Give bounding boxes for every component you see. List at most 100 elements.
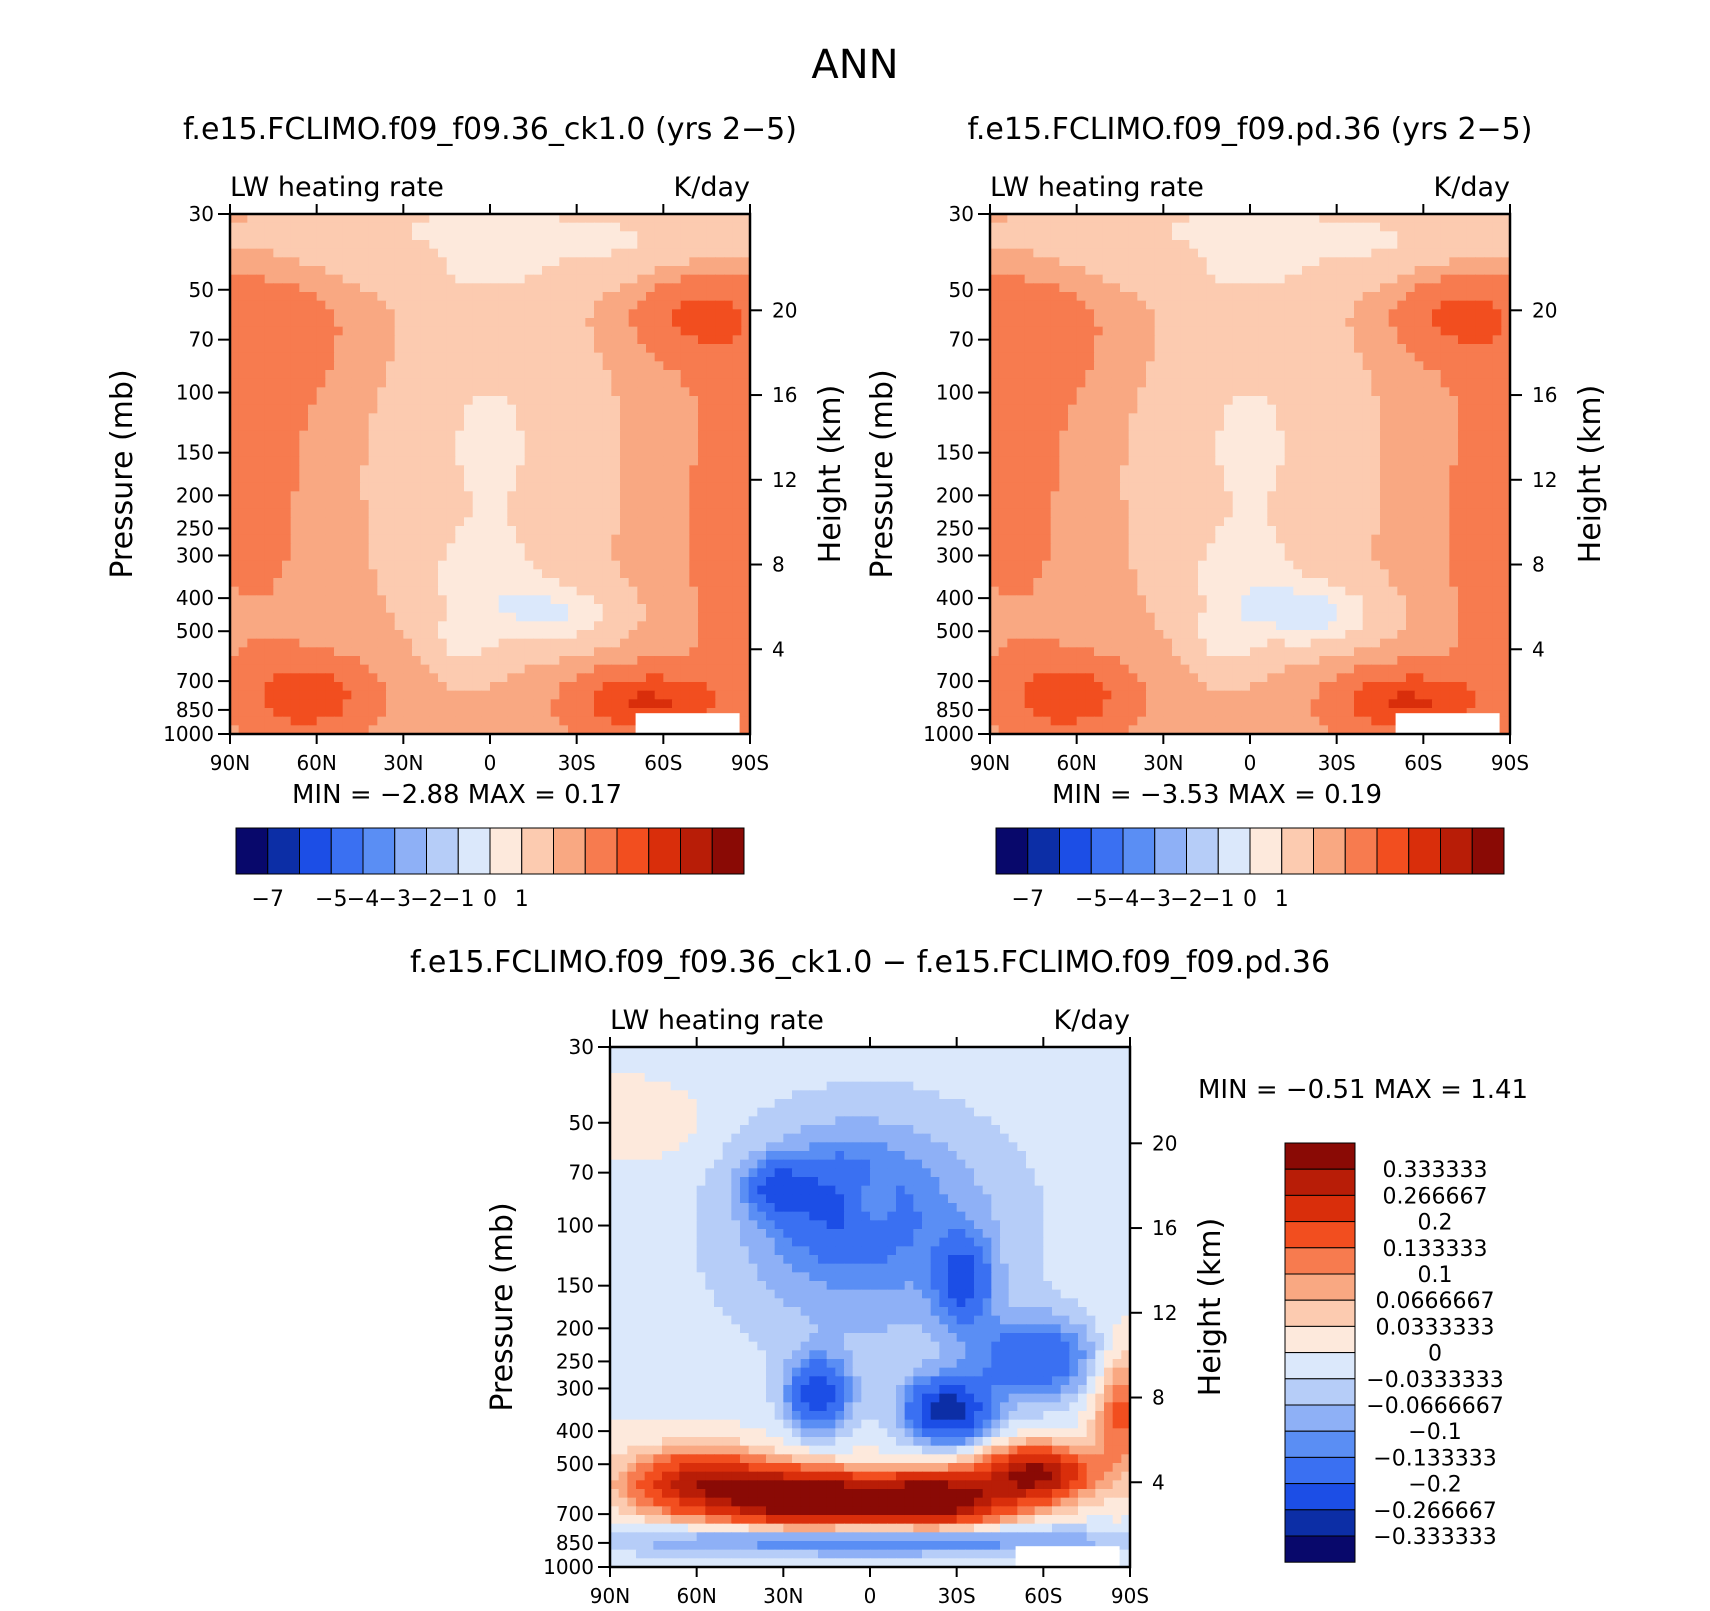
field-cell bbox=[576, 482, 586, 492]
field-cell bbox=[654, 309, 664, 319]
field-cell bbox=[481, 222, 491, 232]
field-cell bbox=[490, 326, 500, 336]
field-cell bbox=[1146, 300, 1156, 310]
field-cell bbox=[403, 344, 413, 354]
field-cell bbox=[516, 595, 526, 605]
field-cell bbox=[247, 638, 257, 648]
field-cell bbox=[282, 621, 292, 631]
field-cell bbox=[247, 595, 257, 605]
field-cell bbox=[628, 318, 638, 328]
field-cell bbox=[308, 439, 318, 449]
field-cell bbox=[1362, 387, 1372, 397]
field-cell bbox=[680, 430, 690, 440]
field-cell bbox=[455, 604, 465, 614]
field-cell bbox=[377, 534, 387, 544]
field-cell bbox=[533, 664, 543, 674]
field-cell bbox=[247, 231, 257, 241]
field-cell bbox=[420, 552, 430, 562]
field-cell bbox=[724, 326, 734, 336]
field-cell bbox=[351, 214, 361, 224]
field-cell bbox=[1501, 318, 1511, 328]
field-cell bbox=[325, 370, 335, 380]
field-cell bbox=[429, 266, 439, 276]
field-cell bbox=[386, 396, 396, 406]
field-cell bbox=[299, 309, 309, 319]
field-cell bbox=[1137, 231, 1147, 241]
field-cell bbox=[1423, 214, 1433, 224]
field-cell bbox=[368, 413, 378, 423]
field-cell bbox=[524, 491, 534, 501]
field-cell bbox=[394, 517, 404, 527]
field-cell bbox=[472, 474, 482, 484]
field-cell bbox=[273, 326, 283, 336]
field-cell bbox=[325, 422, 335, 432]
field-cell bbox=[1354, 352, 1364, 362]
field-cell bbox=[386, 231, 396, 241]
field-cell bbox=[377, 292, 387, 302]
field-cell bbox=[663, 534, 673, 544]
field-cell bbox=[334, 716, 344, 726]
field-cell bbox=[594, 552, 604, 562]
field-cell bbox=[308, 630, 318, 640]
field-cell bbox=[1414, 326, 1424, 336]
field-cell bbox=[1189, 318, 1199, 328]
field-cell bbox=[1085, 387, 1095, 397]
field-cell bbox=[256, 552, 266, 562]
field-cell bbox=[1484, 274, 1494, 284]
field-cell bbox=[1215, 352, 1225, 362]
field-cell bbox=[1388, 300, 1398, 310]
field-cell bbox=[1024, 257, 1034, 267]
field-cell bbox=[637, 482, 647, 492]
field-cell bbox=[351, 361, 361, 371]
field-cell bbox=[490, 266, 500, 276]
field-cell bbox=[1475, 352, 1485, 362]
field-cell bbox=[550, 656, 560, 666]
field-cell bbox=[446, 508, 456, 518]
field-cell bbox=[1458, 283, 1468, 293]
field-cell bbox=[1354, 222, 1364, 232]
field-cell bbox=[368, 248, 378, 258]
field-cell bbox=[568, 586, 578, 596]
field-cell bbox=[1050, 335, 1060, 345]
field-cell bbox=[342, 248, 352, 258]
field-cell bbox=[464, 283, 474, 293]
field-cell bbox=[273, 673, 283, 683]
field-cell bbox=[273, 708, 283, 718]
field-cell bbox=[403, 318, 413, 328]
field-cell bbox=[438, 621, 448, 631]
field-cell bbox=[386, 716, 396, 726]
field-cell bbox=[498, 569, 508, 579]
field-cell bbox=[1449, 257, 1459, 267]
field-cell bbox=[1154, 370, 1164, 380]
field-cell bbox=[230, 352, 240, 362]
field-cell bbox=[360, 300, 370, 310]
field-cell bbox=[1076, 335, 1086, 345]
field-cell bbox=[533, 708, 543, 718]
field-cell bbox=[646, 326, 656, 336]
field-cell bbox=[360, 552, 370, 562]
field-cell bbox=[1440, 344, 1450, 354]
field-cell bbox=[1016, 387, 1026, 397]
field-cell bbox=[568, 266, 578, 276]
field-cell bbox=[230, 673, 240, 683]
field-cell bbox=[308, 526, 318, 536]
field-cell bbox=[594, 335, 604, 345]
field-cell bbox=[637, 439, 647, 449]
field-cell bbox=[715, 318, 725, 328]
field-cell bbox=[1076, 231, 1086, 241]
field-cell bbox=[412, 682, 422, 692]
field-cell bbox=[724, 612, 734, 622]
field-cell bbox=[308, 326, 318, 336]
field-cell bbox=[481, 517, 491, 527]
field-cell bbox=[403, 664, 413, 674]
field-cell bbox=[1059, 231, 1069, 241]
field-cell bbox=[498, 517, 508, 527]
field-cell bbox=[316, 448, 326, 458]
field-cell bbox=[1102, 361, 1112, 371]
field-cell bbox=[1232, 361, 1242, 371]
field-cell bbox=[585, 422, 595, 432]
field-cell bbox=[368, 621, 378, 631]
field-cell bbox=[1466, 214, 1476, 224]
field-cell bbox=[1380, 361, 1390, 371]
field-cell bbox=[308, 725, 318, 735]
